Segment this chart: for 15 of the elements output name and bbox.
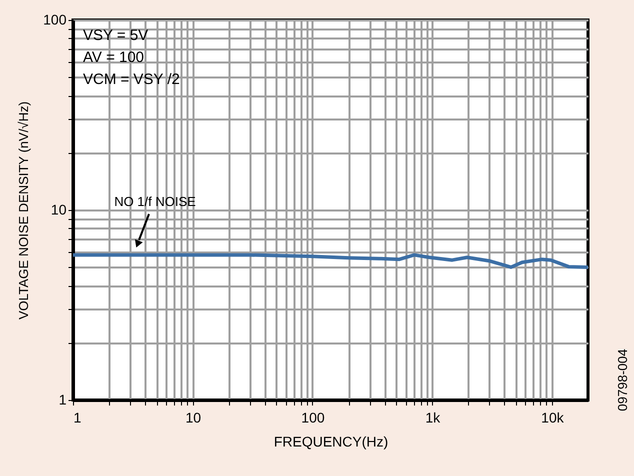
x-tick-label: 100 bbox=[301, 410, 325, 426]
annotation: NO 1/f NOISE bbox=[114, 194, 196, 209]
y-axis-title: VOLTAGE NOISE DENSITY (nV/√Hz) bbox=[16, 101, 32, 320]
y-tick-label: 10 bbox=[50, 202, 67, 218]
annotation: VSY = 5V bbox=[83, 27, 148, 44]
x-tick-label: 10 bbox=[185, 410, 202, 426]
x-axis-title: FREQUENCY(Hz) bbox=[274, 434, 388, 450]
text: 09798-004 bbox=[615, 348, 630, 412]
x-tick-label: 1 bbox=[74, 410, 82, 426]
y-tick-label: 100 bbox=[43, 12, 67, 28]
x-tick-label: 1k bbox=[425, 410, 442, 426]
x-tick-label: 10k bbox=[541, 410, 565, 426]
y-tick-label: 1 bbox=[58, 392, 67, 408]
annotation: AV = 100 bbox=[83, 49, 144, 66]
annotation: VCM = VSY /2 bbox=[83, 71, 180, 88]
